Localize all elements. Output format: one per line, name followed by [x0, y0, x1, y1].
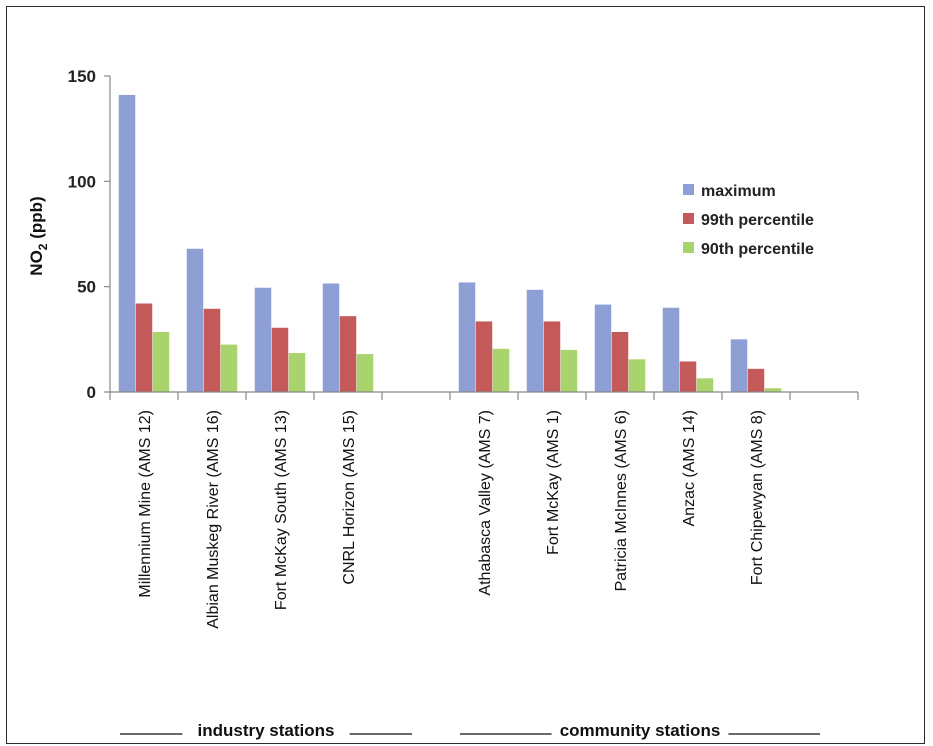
group-label-1: community stations	[560, 721, 721, 740]
bar-90th-percentile-8	[696, 378, 714, 392]
bar-90th-percentile-3	[356, 354, 374, 392]
y-tick-label-150: 150	[68, 67, 96, 86]
x-tick-label-0: Millennium Mine (AMS 12)	[137, 410, 154, 598]
bar-99th-percentile-3	[339, 316, 357, 392]
y-tick-label-100: 100	[68, 172, 96, 191]
bar-maximum-6	[526, 289, 544, 392]
bar-maximum-7	[594, 304, 612, 392]
bar-99th-percentile-5	[475, 321, 493, 392]
bar-90th-percentile-2	[288, 353, 306, 392]
x-tick-label-1: Albian Muskeg River (AMS 16)	[205, 410, 222, 629]
bar-90th-percentile-1	[220, 344, 238, 392]
bar-90th-percentile-0	[152, 331, 170, 392]
bar-maximum-0	[118, 94, 136, 393]
bar-maximum-8	[662, 307, 680, 392]
legend: maximum 99th percentile 90th percentile	[683, 183, 814, 258]
legend-swatch-maximum	[683, 184, 694, 195]
bar-maximum-9	[730, 339, 748, 392]
y-tick-label-0: 0	[87, 383, 96, 402]
x-tick-label-8: Anzac (AMS 14)	[681, 410, 698, 526]
bar-99th-percentile-9	[747, 368, 765, 392]
y-axis-title-unit: (ppb)	[27, 196, 46, 243]
bar-99th-percentile-1	[203, 308, 221, 392]
x-tick-label-2: Fort McKay South (AMS 13)	[273, 410, 290, 610]
legend-swatch-99th-percentile	[683, 213, 694, 224]
x-tick-label-7: Patricia McInnes (AMS 6)	[613, 410, 630, 591]
legend-swatch-90th-percentile	[683, 242, 694, 253]
bar-90th-percentile-7	[628, 359, 646, 392]
bar-maximum-3	[322, 283, 340, 392]
legend-label-90th-percentile: 90th percentile	[701, 241, 814, 258]
legend-label-99th-percentile: 99th percentile	[701, 212, 814, 229]
bar-99th-percentile-7	[611, 331, 629, 392]
x-tick-label-3: CNRL Horizon (AMS 15)	[341, 410, 358, 585]
labels-layer: 0 50 100 150 NO2 (ppb) Millennium Mine (AMS 1…	[27, 67, 820, 740]
bar-99th-percentile-0	[135, 303, 153, 392]
axes-layer	[104, 75, 859, 400]
y-axis-title-subscript: 2	[36, 243, 50, 250]
bar-99th-percentile-2	[271, 327, 289, 392]
y-axis-title: NO2 (ppb)	[27, 196, 50, 275]
y-axis-title-main: NO	[27, 250, 46, 276]
x-tick-label-6: Fort McKay (AMS 1)	[545, 410, 562, 555]
bar-maximum-2	[254, 287, 272, 392]
bar-99th-percentile-8	[679, 361, 697, 392]
group-label-0: industry stations	[198, 721, 335, 740]
bars-layer	[118, 94, 782, 393]
x-tick-label-5: Athabasca Valley (AMS 7)	[477, 410, 494, 596]
bar-90th-percentile-6	[560, 349, 578, 392]
x-tick-label-9: Fort Chipewyan (AMS 8)	[749, 410, 766, 585]
y-tick-label-50: 50	[77, 278, 96, 297]
legend-label-maximum: maximum	[701, 183, 776, 200]
bar-maximum-1	[186, 248, 204, 392]
bar-90th-percentile-5	[492, 348, 510, 392]
bar-maximum-5	[458, 282, 476, 392]
bar-90th-percentile-9	[764, 388, 782, 392]
bar-99th-percentile-6	[543, 321, 561, 392]
